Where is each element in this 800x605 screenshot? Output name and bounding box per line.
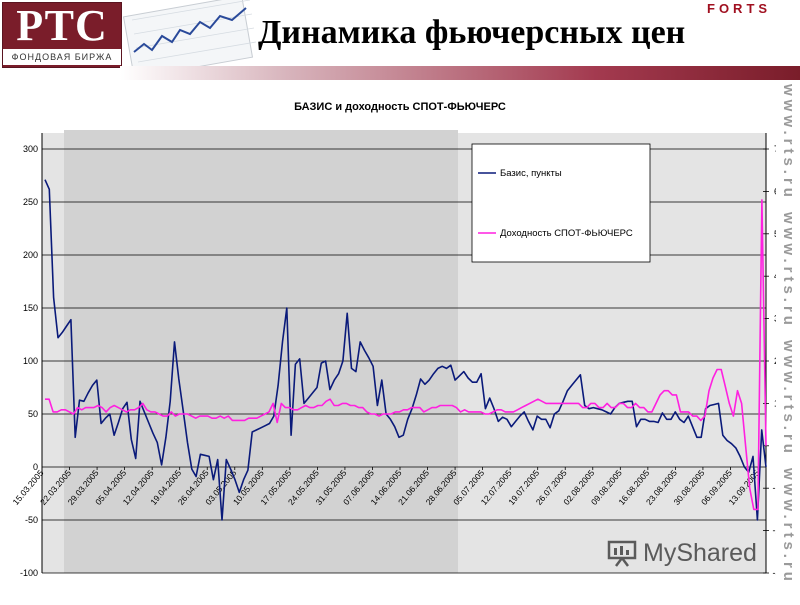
y-left-tick-label: 300 [23, 144, 38, 154]
header-bar: РТС ФОНДОВАЯ БИРЖА Динамика фьючерсных ц… [0, 0, 800, 84]
y-right-tick-label: 70 [774, 144, 776, 154]
y-right-tick-label: -10 [772, 483, 776, 493]
decorative-chart-image [122, 0, 256, 79]
rts-logo: РТС ФОНДОВАЯ БИРЖА [2, 2, 122, 68]
legend-box [471, 143, 651, 263]
basis-line [44, 179, 767, 521]
presentation-icon [607, 540, 637, 567]
y-right-tick-label: 50 [774, 229, 776, 239]
brand-text: MyShared [643, 539, 757, 567]
watermark-text: www.rts.ru [780, 212, 797, 329]
watermark-text: www.rts.ru [780, 84, 797, 201]
legend-label: Доходность СПОТ-ФЬЮЧЕРС [500, 228, 633, 239]
side-watermark: www.rts.ru www.rts.ru www.rts.ru www.rts… [776, 84, 800, 600]
y-right-tick-label: 30 [774, 314, 776, 324]
yield-line [45, 199, 767, 511]
y-left-tick-label: -50 [25, 515, 38, 525]
y-right-tick-label: 20 [774, 356, 776, 366]
y-right-tick-label: 60 [774, 186, 776, 196]
y-left-tick-label: -100 [20, 568, 38, 578]
y-left-tick-label: 200 [23, 250, 38, 260]
header-stripe [120, 66, 800, 80]
y-left-tick-label: 0 [33, 462, 38, 472]
myshared-watermark: MyShared [607, 537, 767, 571]
page-title: Динамика фьючерсных цен [258, 14, 686, 51]
plot-shaded-band [64, 130, 458, 573]
y-left-tick-label: 50 [28, 409, 38, 419]
y-right-tick-label: -20 [772, 526, 776, 536]
basis-yield-chart: БАЗИС и доходность СПОТ-ФЬЮЧЕРС -100 -50 0 5… [0, 84, 786, 600]
logo-subtitle: ФОНДОВАЯ БИРЖА [3, 49, 121, 65]
chart-area: БАЗИС и доходность СПОТ-ФЬЮЧЕРС -100 -50 0 5… [0, 84, 786, 600]
watermark-text: www.rts.ru [780, 340, 797, 457]
y-left-tick-label: 250 [23, 197, 38, 207]
y-right-tick-label: 10 [774, 398, 776, 408]
y-right-tick-label: 40 [774, 271, 776, 281]
y-right-tick-label: -30 [772, 568, 776, 578]
chart-title: БАЗИС и доходность СПОТ-ФЬЮЧЕРС [294, 101, 506, 113]
y-left-tick-label: 100 [23, 356, 38, 366]
watermark-text: www.rts.ru [780, 468, 797, 585]
y-left-tick-label: 150 [23, 303, 38, 313]
forts-label: FORTS [707, 1, 772, 16]
legend-label: Базис, пункты [500, 168, 562, 179]
logo-text: РТС [16, 1, 108, 50]
